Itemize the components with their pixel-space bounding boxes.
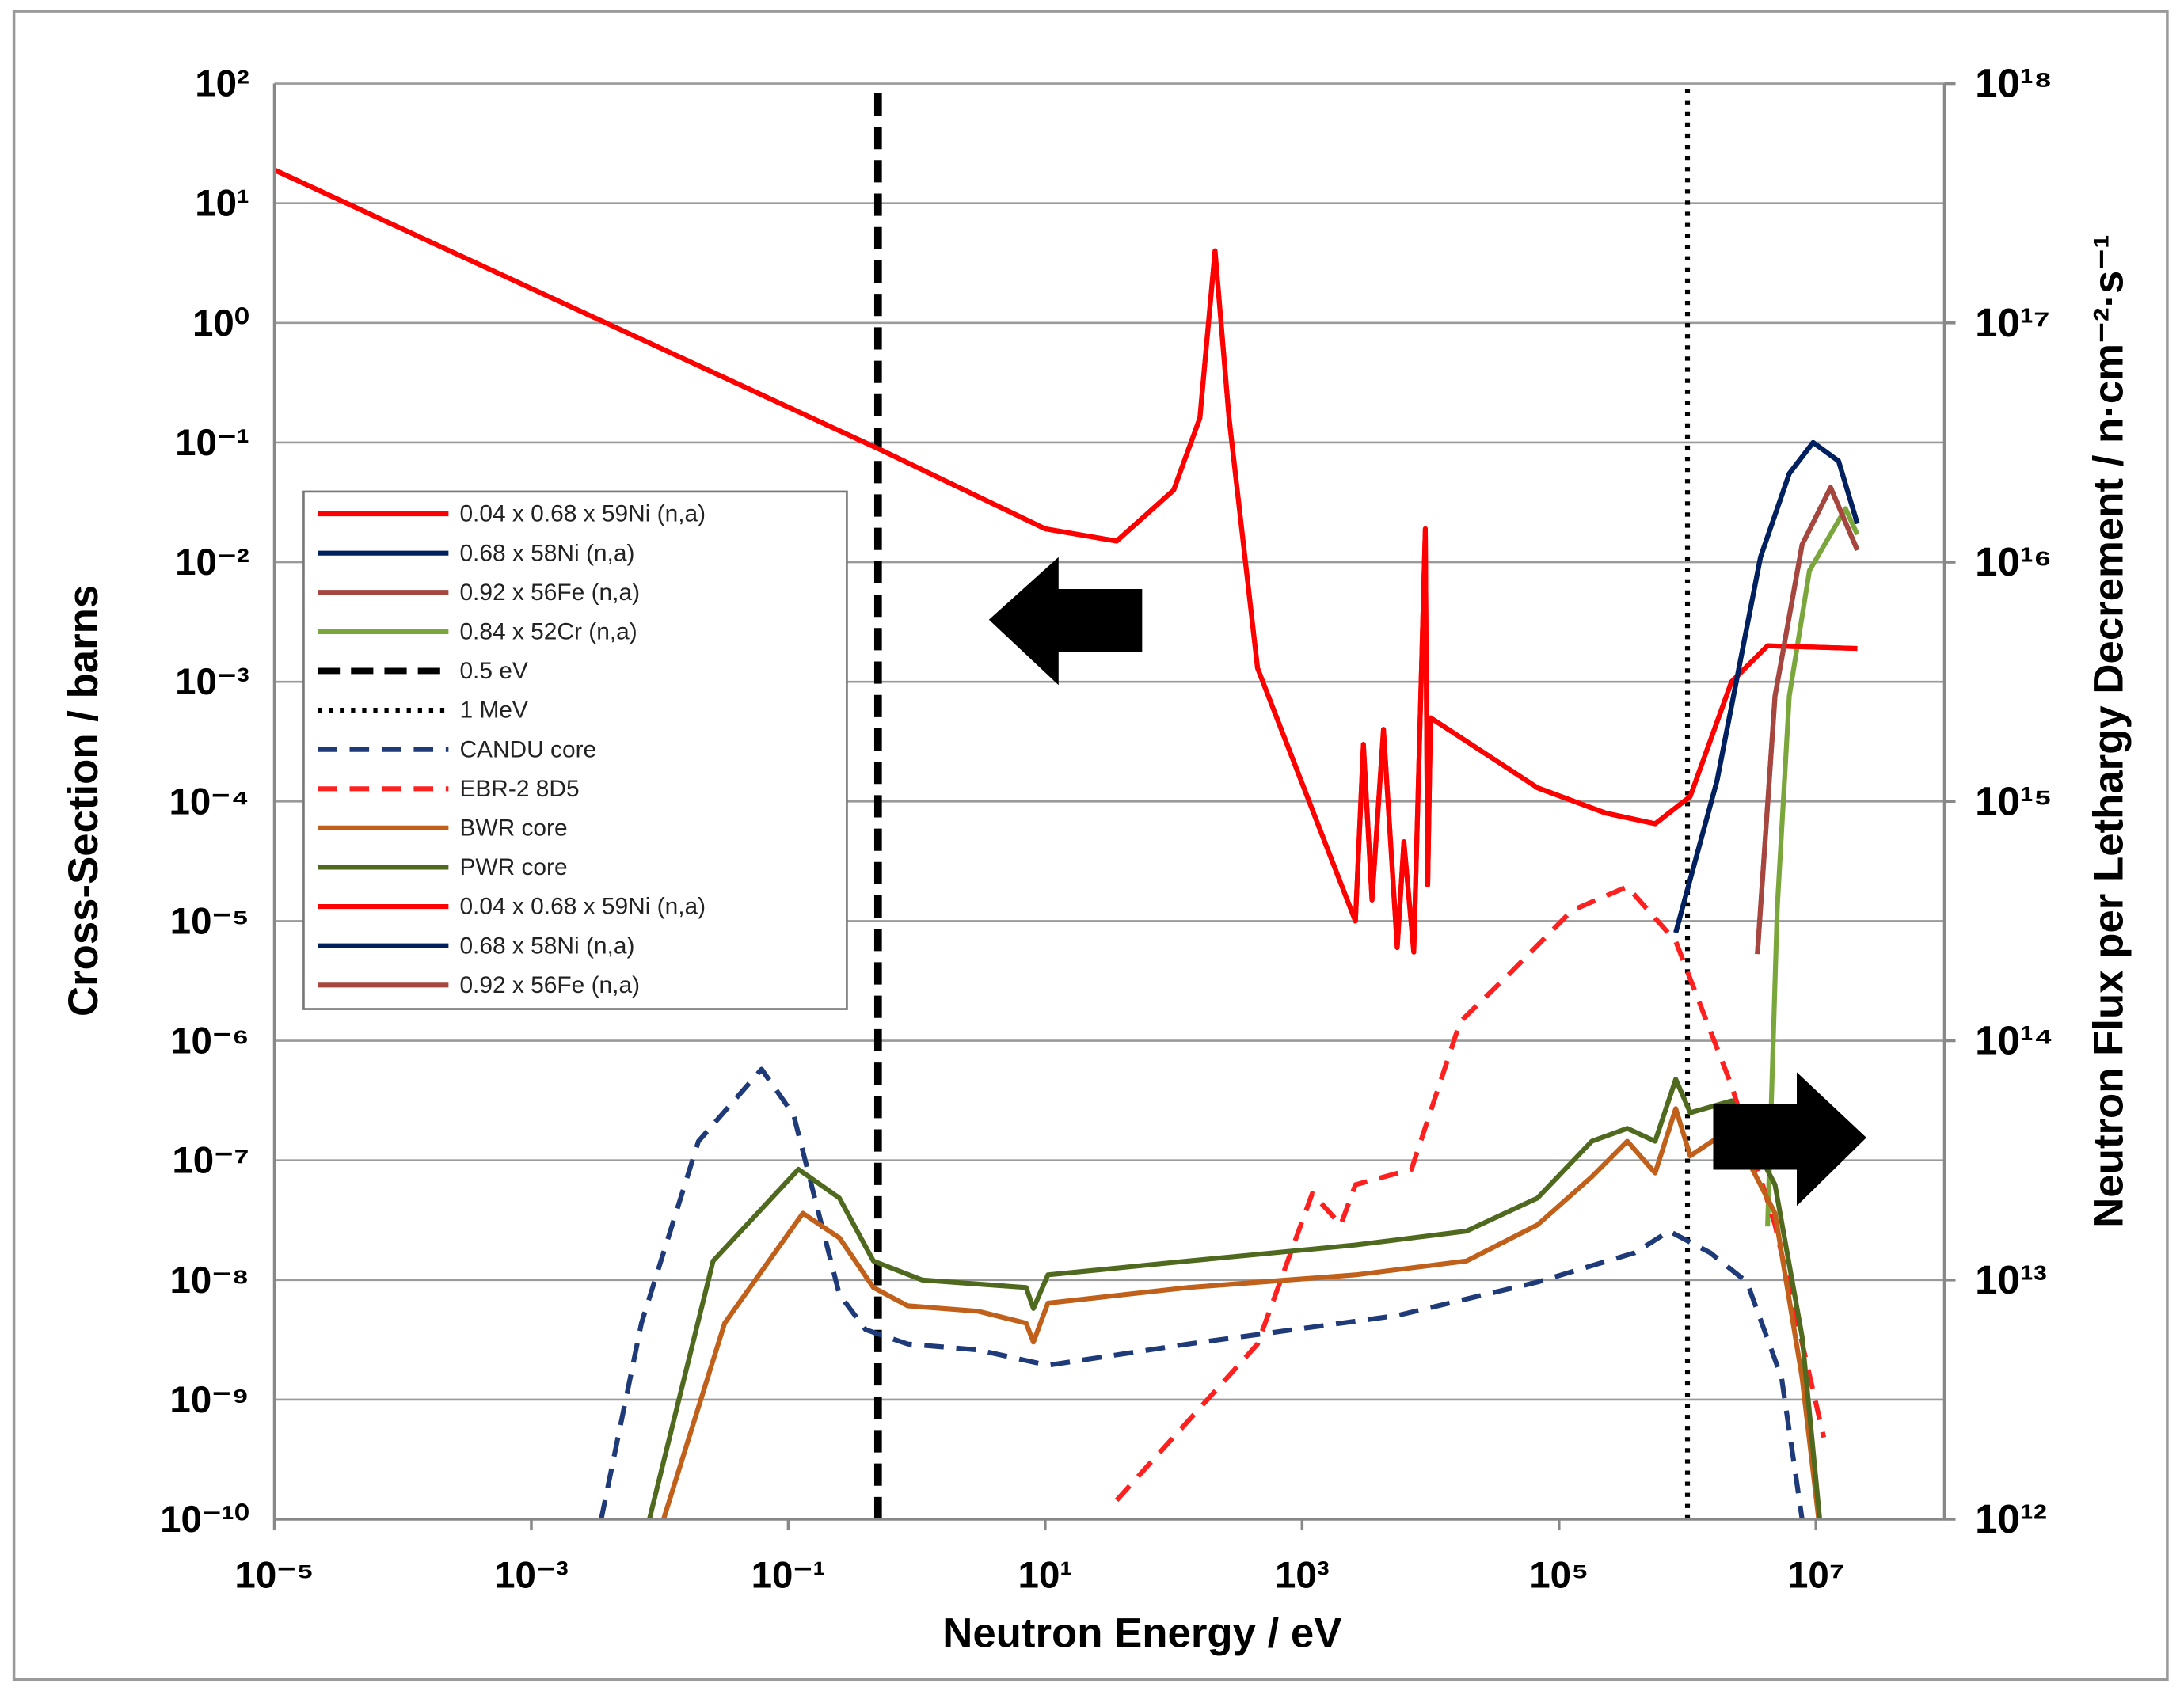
y-tick-label: 10⁻⁷ (172, 1140, 249, 1182)
y-tick-label: 10⁻⁹ (169, 1379, 249, 1421)
legend-label: 0.04 x 0.68 x 59Ni (n,a) (459, 894, 706, 920)
y-tick-label: 10⁻⁵ (170, 900, 249, 942)
y-tick-label: 10¹ (195, 183, 249, 225)
y-tick-label: 10⁻⁶ (170, 1020, 249, 1062)
legend-label: EBR-2 8D5 (459, 776, 579, 802)
legend-label: BWR core (459, 815, 567, 842)
series-line (647, 1077, 1823, 1520)
x-axis-title: Neutron Energy / eV (942, 1610, 1341, 1657)
x-tick-label: 10⁻³ (494, 1554, 569, 1596)
y2-axis-title: Neutron Flux per Lethargy Decrement / n·… (2085, 234, 2132, 1228)
x-tick-label: 10⁻⁵ (234, 1554, 314, 1596)
y-axis-title: Cross-Section / barns (60, 585, 107, 1017)
series-line (274, 167, 1858, 955)
series-line (1765, 506, 1860, 1227)
x-tick-label: 10⁵ (1529, 1554, 1589, 1596)
series-line (1755, 485, 1860, 955)
legend-label: PWR core (459, 854, 567, 880)
legend-label: 0.04 x 0.68 x 59Ni (n,a) (459, 501, 706, 527)
x-tick-label: 10⁷ (1787, 1554, 1844, 1596)
arrow-left (988, 557, 1143, 686)
x-tick-label: 10³ (1275, 1554, 1330, 1596)
y-tick-label: 10⁻¹⁰ (160, 1499, 249, 1541)
y2-tick-label: 10¹⁶ (1975, 539, 2052, 584)
y2-tick-label: 10¹³ (1975, 1257, 2047, 1302)
x-tick-label: 10⁻¹ (751, 1554, 826, 1596)
legend-label: CANDU core (459, 736, 596, 762)
legend-label: 0.92 x 56Fe (n,a) (459, 972, 640, 998)
y-tick-label: 10⁻⁸ (170, 1260, 249, 1302)
series-line (599, 1066, 1805, 1520)
y-tick-label: 10⁻⁴ (169, 781, 249, 823)
x-tick-label: 10¹ (1018, 1554, 1073, 1596)
y-tick-label: 10⁰ (192, 302, 249, 344)
y-tick-label: 10⁻³ (175, 661, 249, 703)
legend-label: 0.68 x 58Ni (n,a) (459, 933, 634, 959)
legend-label: 1 MeV (459, 697, 527, 724)
y-tick-label: 10⁻² (175, 542, 249, 583)
legend-label: 0.68 x 58Ni (n,a) (459, 540, 634, 566)
y2-tick-label: 10¹⁴ (1975, 1018, 2053, 1063)
arrow-right (1713, 1072, 1866, 1207)
y2-tick-label: 10¹⁸ (1975, 61, 2053, 106)
legend-label: 0.5 eV (459, 658, 527, 684)
series-line (661, 1106, 1821, 1520)
legend-label: 0.92 x 56Fe (n,a) (459, 580, 640, 606)
y2-tick-label: 10¹⁷ (1975, 300, 2050, 345)
legend-label: 0.84 x 52Cr (n,a) (459, 619, 637, 645)
y-tick-label: 10⁻¹ (175, 422, 249, 464)
y2-tick-label: 10¹⁵ (1975, 778, 2053, 823)
y-tick-label: 10² (195, 63, 249, 105)
series-line (1673, 439, 1860, 933)
y2-tick-label: 10¹² (1975, 1496, 2047, 1541)
